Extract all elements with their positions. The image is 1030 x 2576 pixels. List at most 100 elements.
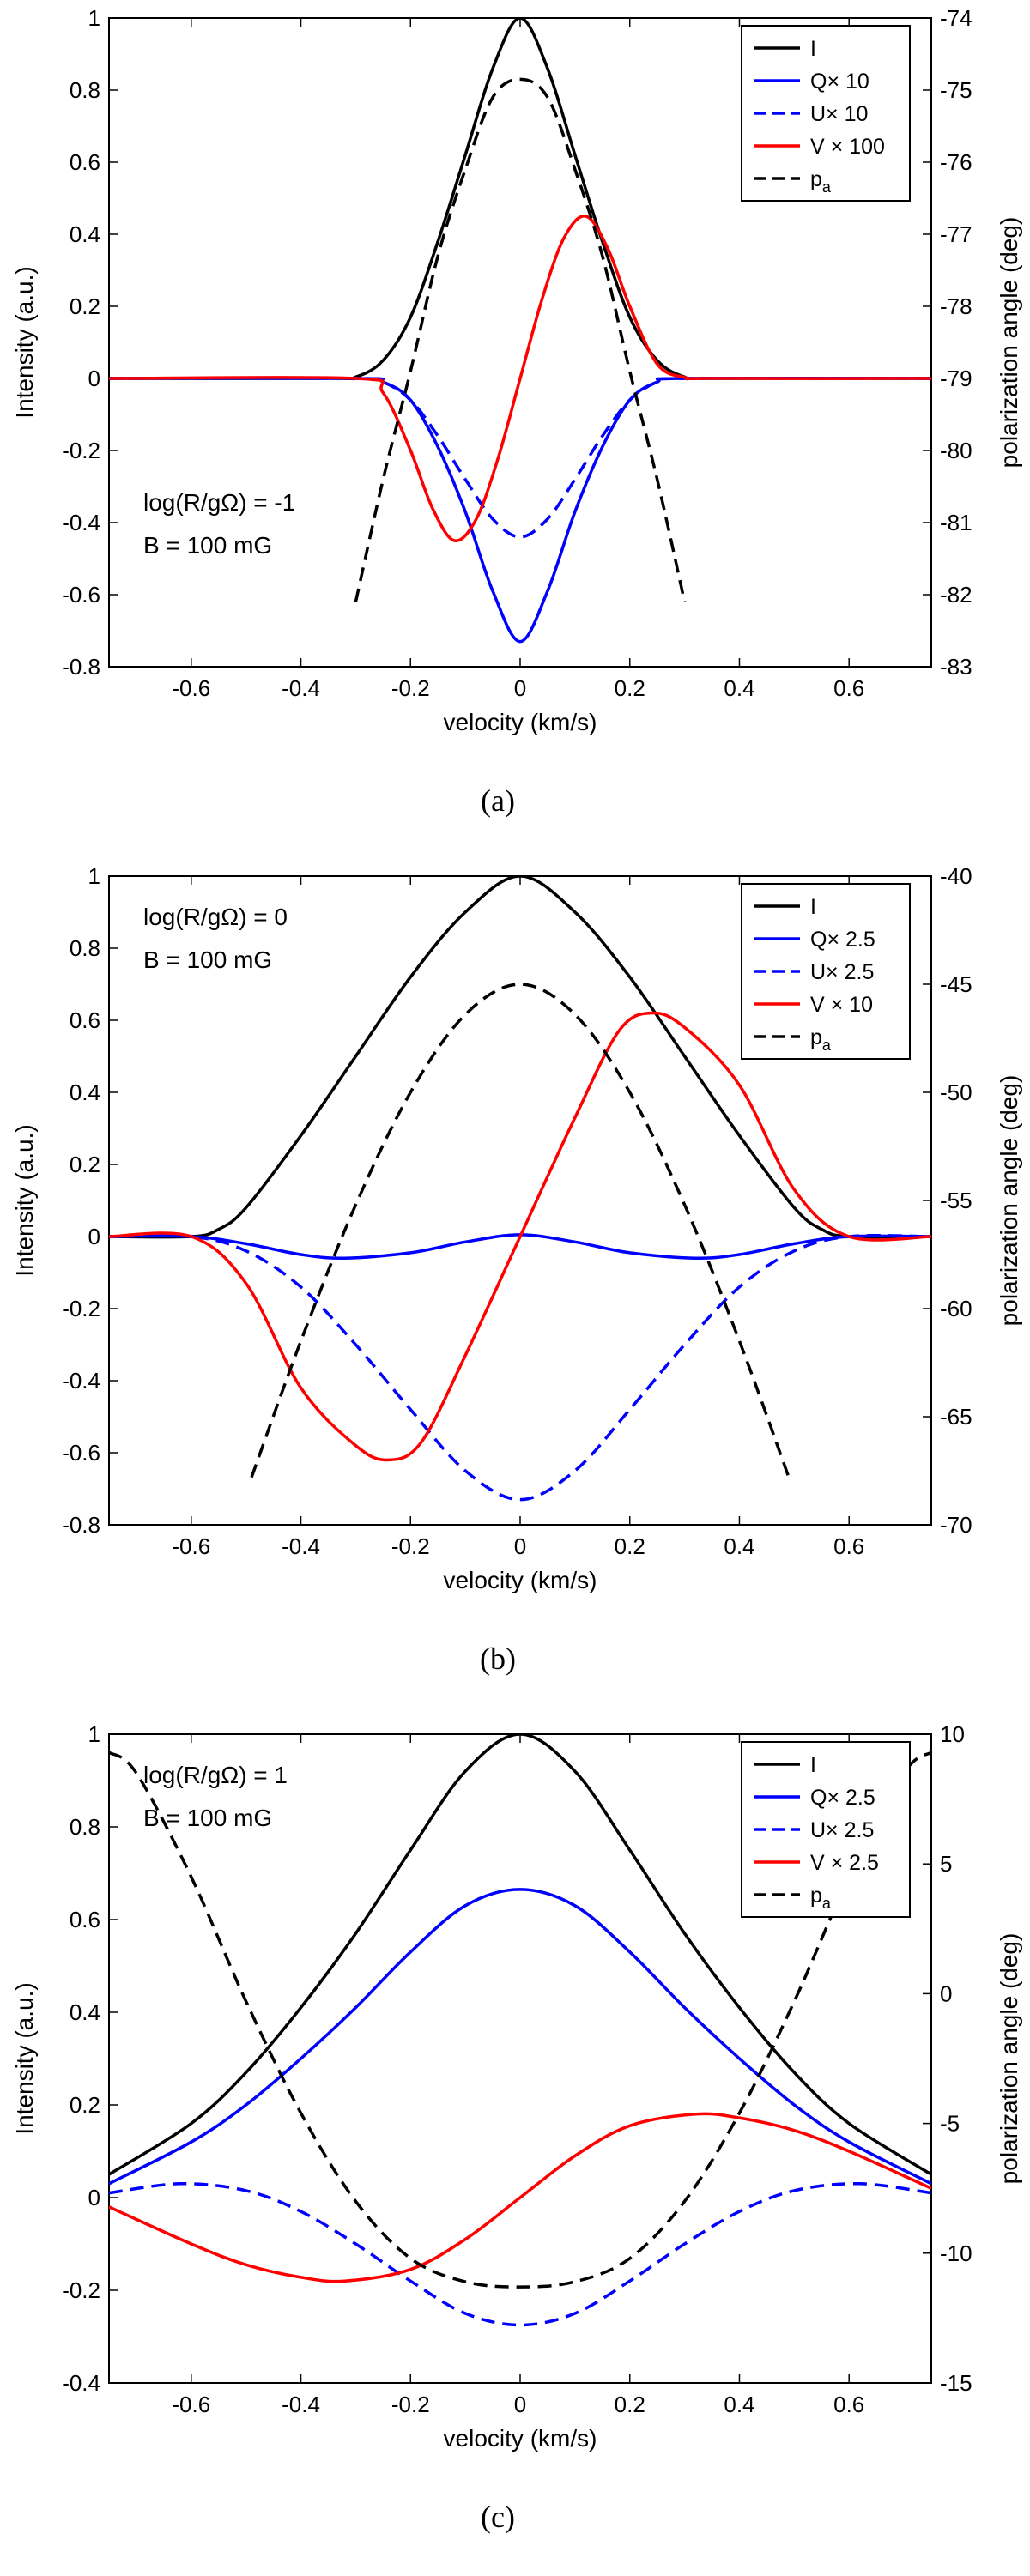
y-tick-label: -0.8 — [62, 654, 100, 680]
legend-label-main: Q× 10 — [810, 70, 869, 94]
y2-axis-label: polarization angle (deg) — [996, 1075, 1022, 1327]
legend-label: U× 10 — [810, 102, 868, 126]
legend-label-main: I — [810, 1753, 816, 1777]
x-tick-label: 0 — [514, 1533, 526, 1559]
chart-panel-1: -0.6 -0.4 -0.2 0 0.2 0.4 0.6 -0.8 -0.6 -0.4 -0.2 0 0… — [11, 5, 1022, 818]
y-tick-label: -0.4 — [62, 2370, 100, 2396]
y-tick-label: 0.2 — [70, 2092, 100, 2118]
y-tick-label: 0.2 — [70, 1152, 100, 1177]
y2-tick-label: -77 — [940, 221, 972, 247]
x-tick-label: 0.6 — [833, 2392, 864, 2417]
series-line-u-2-5 — [109, 1234, 931, 1502]
legend-label: I — [810, 895, 816, 919]
x-tick-label: -0.2 — [391, 1533, 430, 1559]
annotation-2: B = 100 mG — [143, 532, 272, 559]
legend-label-main: V × 2.5 — [810, 1851, 879, 1875]
annotation-2: B = 100 mG — [143, 1805, 272, 1831]
y2-tick-label: -45 — [940, 971, 972, 997]
y-tick-label: -0.2 — [62, 438, 100, 463]
series-line-pa — [109, 1751, 931, 2289]
legend-label-main: I — [810, 895, 816, 919]
series-line-pa — [250, 983, 791, 1478]
legend-label: Q× 10 — [810, 70, 869, 94]
series-group — [109, 18, 931, 644]
y-tick-label: 0.8 — [70, 935, 100, 961]
y2-tick-label: 5 — [940, 1851, 952, 1877]
y2-tick-label: -75 — [940, 77, 972, 103]
x-tick-label: 0.4 — [724, 1533, 754, 1559]
y2-axis-label: polarization angle (deg) — [996, 1933, 1022, 2185]
legend-label: V × 2.5 — [810, 1851, 879, 1875]
y-tick-label: 0.4 — [70, 1999, 100, 2025]
legend-label: pa — [810, 1025, 832, 1054]
y-tick-label: 0.4 — [70, 1079, 100, 1105]
x-tick-label: -0.4 — [282, 675, 320, 701]
y-tick-label: 0.6 — [70, 1007, 100, 1033]
x-tick-label: -0.4 — [282, 1533, 320, 1559]
y2-tick-label: -81 — [940, 510, 972, 535]
x-tick-label: 0.4 — [724, 675, 754, 701]
legend-label-main: V × 100 — [810, 135, 885, 159]
y-tick-label: 0 — [88, 2185, 100, 2210]
x-tick-label: -0.6 — [172, 2392, 210, 2417]
y2-axis-label: polarization angle (deg) — [996, 217, 1022, 469]
annotation-1: log(R/gΩ) = 0 — [143, 904, 288, 930]
y2-tick-label: -5 — [940, 2111, 960, 2137]
series-line-v-2-5 — [109, 2112, 931, 2283]
y-tick-label: 0.6 — [70, 1907, 100, 1932]
legend-label-sub: a — [822, 178, 832, 196]
chart-panel-3: -0.6 -0.4 -0.2 0 0.2 0.4 0.6 -0.4 -0.2 0 0.2 0.4 0.6… — [11, 1721, 1022, 2534]
legend-label-main: Q× 2.5 — [810, 1786, 876, 1810]
legend-label: U× 2.5 — [810, 1818, 874, 1842]
y-axis-label: Intensity (a.u.) — [11, 266, 38, 418]
legend-label-sub: a — [822, 1037, 832, 1054]
legend-label: Q× 2.5 — [810, 1786, 876, 1810]
series-line-pa — [354, 77, 687, 602]
y-axis-label: Intensity (a.u.) — [11, 1124, 38, 1276]
series-group — [109, 876, 931, 1502]
x-tick-label: 0.4 — [724, 2392, 754, 2417]
legend-label-main: p — [810, 1884, 822, 1908]
legend-label-sub: a — [822, 1895, 832, 1912]
y2-tick-label: -70 — [940, 1512, 972, 1538]
y-tick-label: -0.4 — [62, 1368, 100, 1394]
annotation-1: log(R/gΩ) = 1 — [143, 1762, 288, 1788]
y-tick-label: 0.4 — [70, 221, 100, 247]
series-line-q-2-5 — [109, 1888, 931, 2186]
x-tick-label: 0 — [514, 2392, 526, 2417]
y-tick-label: 0.2 — [70, 293, 100, 319]
y2-tick-label: -82 — [940, 582, 972, 608]
panel-caption: (b) — [480, 1642, 516, 1676]
series-line-v-10 — [109, 1011, 931, 1462]
x-tick-label: -0.6 — [172, 675, 210, 701]
legend-label-main: p — [810, 1025, 822, 1049]
y-tick-label: 1 — [88, 863, 100, 889]
x-tick-label: 0 — [514, 675, 526, 701]
y-axis-label: Intensity (a.u.) — [11, 1982, 38, 2134]
y2-tick-label: -50 — [940, 1079, 972, 1105]
series-line-i — [109, 876, 931, 1239]
y2-tick-label: -74 — [940, 5, 972, 31]
y2-tick-label: -40 — [940, 863, 972, 889]
legend-box — [741, 883, 911, 1060]
legend-label: U× 2.5 — [810, 960, 874, 984]
annotation-1: log(R/gΩ) = -1 — [143, 489, 295, 516]
y2-tick-label: -15 — [940, 2370, 972, 2396]
y-tick-label: -0.2 — [62, 1296, 100, 1321]
series-line-v-100 — [109, 215, 931, 542]
legend-label: Q× 2.5 — [810, 928, 876, 952]
legend-box — [741, 25, 911, 202]
panel-caption: (c) — [481, 2500, 515, 2534]
y-tick-label: 0.8 — [70, 77, 100, 103]
legend-label-main: U× 2.5 — [810, 1818, 874, 1842]
y-tick-label: 1 — [88, 5, 100, 31]
legend-box — [741, 1741, 911, 1918]
x-tick-label: 0.2 — [615, 1533, 645, 1559]
legend-label: pa — [810, 1884, 832, 1912]
x-tick-label: 0.2 — [615, 675, 645, 701]
x-tick-label: 0.2 — [615, 2392, 645, 2417]
y2-tick-label: -78 — [940, 293, 972, 319]
panel-caption: (a) — [481, 783, 515, 818]
legend-label-main: V × 10 — [810, 993, 873, 1017]
